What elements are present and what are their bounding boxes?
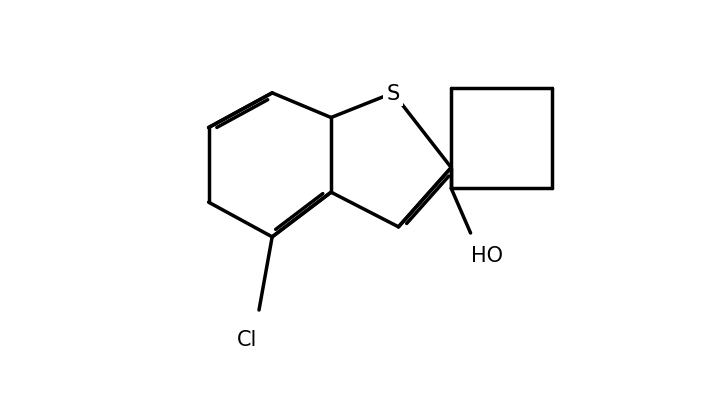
Text: Cl: Cl [237, 329, 258, 349]
Text: HO: HO [471, 245, 503, 265]
Text: S: S [387, 84, 400, 103]
